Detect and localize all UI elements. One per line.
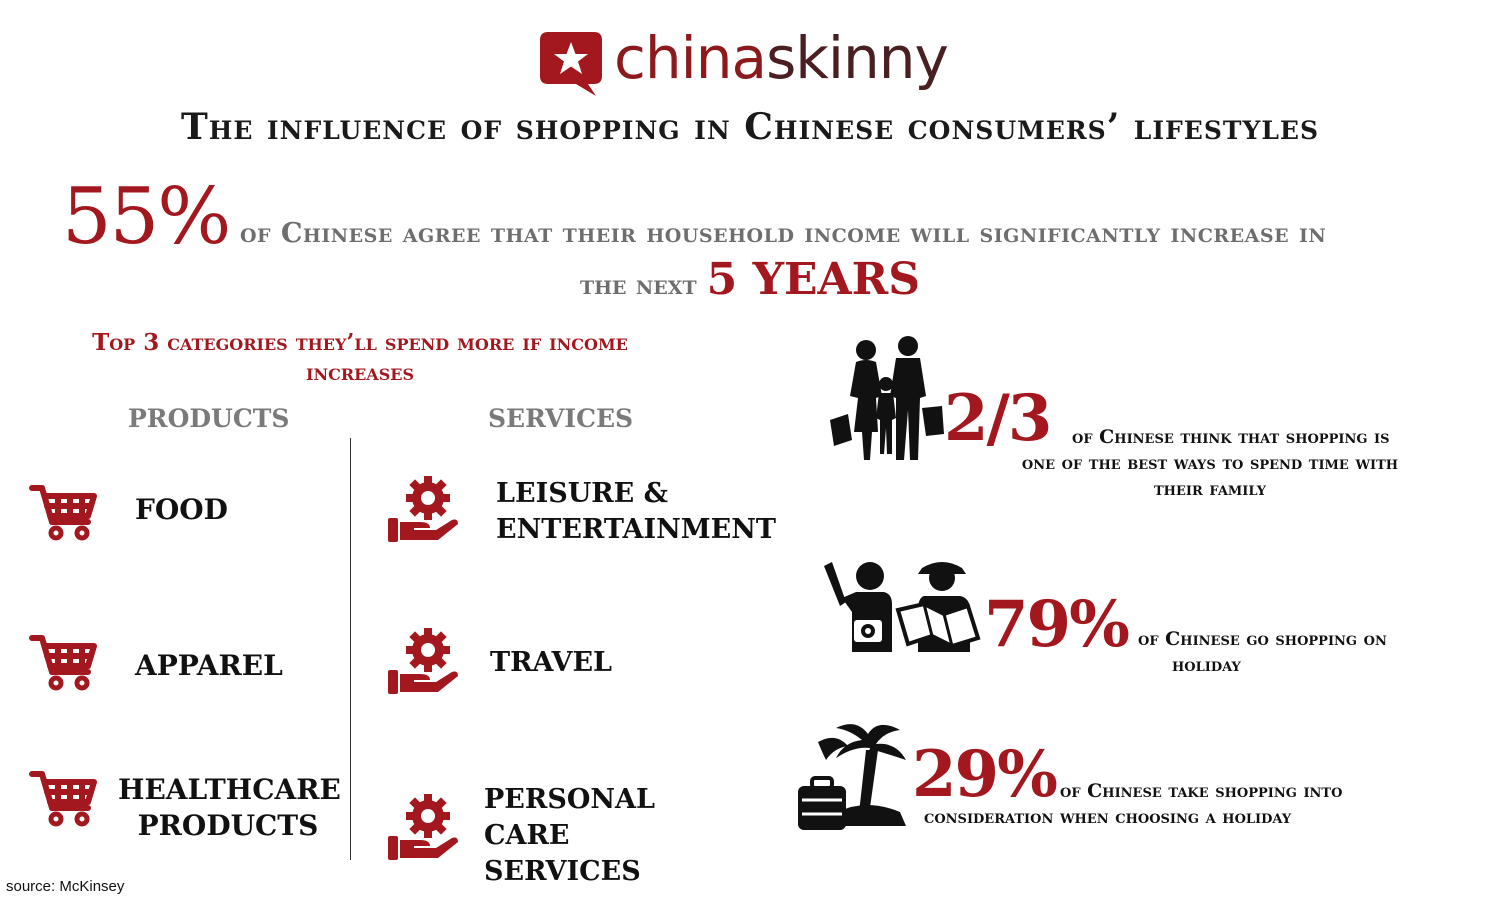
categories-title: Top 3 categories they’ll spend more if i… [92, 329, 628, 386]
hand-gear-icon [388, 476, 458, 542]
stat-holiday-line2: holiday [1172, 654, 1241, 676]
brand-logo: chinaskinny [538, 24, 949, 100]
stat-family-value: 2/3 [944, 381, 1052, 456]
stat-holiday-value: 79% [984, 587, 1130, 662]
stat-consideration-line2: consideration when choosing a holiday [924, 806, 1292, 828]
headline-highlight: 5 YEARS [706, 254, 921, 305]
shopping-cart-icon [29, 771, 97, 827]
brand-name-part1: china [614, 24, 767, 92]
speech-bubble-star-icon [540, 32, 602, 96]
product-item-healthcare: HEALTHCARE PRODUCTS [118, 773, 341, 842]
products-header: PRODUCTS [128, 404, 290, 433]
headline-text-line1: of Chinese agree that their household in… [240, 218, 1327, 249]
source-note: source: McKinsey [6, 878, 125, 895]
headline-text-line2-wrap: the next 5 YEARS [0, 254, 1500, 305]
headline-text-line2: the next [579, 270, 697, 301]
service-item-personal-care: PERSONAL CARE SERVICES [484, 784, 655, 887]
family-shopping-icon [830, 336, 944, 460]
page-title: The influence of shopping in Chinese con… [180, 106, 1320, 148]
stat-holiday-line1: of Chinese go shopping on [1138, 628, 1387, 650]
column-divider [350, 438, 351, 860]
hand-gear-icon [388, 794, 458, 860]
shopping-cart-icon [29, 485, 97, 541]
services-header: SERVICES [488, 404, 634, 433]
product-item-food: FOOD [135, 493, 228, 526]
brand-name: chinaskinny [614, 24, 949, 92]
stat-consideration-value: 29% [912, 737, 1058, 812]
tourists-icon [824, 562, 981, 652]
shopping-cart-icon [29, 635, 97, 691]
hand-gear-icon [388, 628, 458, 694]
stat-family-line2: one of the best ways to spend time with [1021, 452, 1399, 474]
headline-value: 55% [62, 172, 231, 262]
palm-tree-suitcase-icon [798, 724, 906, 830]
brand-name-part2: skinny [766, 24, 949, 92]
service-item-travel: TRAVEL [490, 647, 613, 678]
stat-family-line3: their family [1154, 478, 1266, 500]
product-item-apparel: APPAREL [135, 649, 283, 682]
stat-family-line1: of Chinese think that shopping is [1072, 426, 1390, 448]
stat-consideration-line1: of Chinese take shopping into [1060, 780, 1343, 802]
service-item-leisure: LEISURE & ENTERTAINMENT [496, 478, 777, 545]
